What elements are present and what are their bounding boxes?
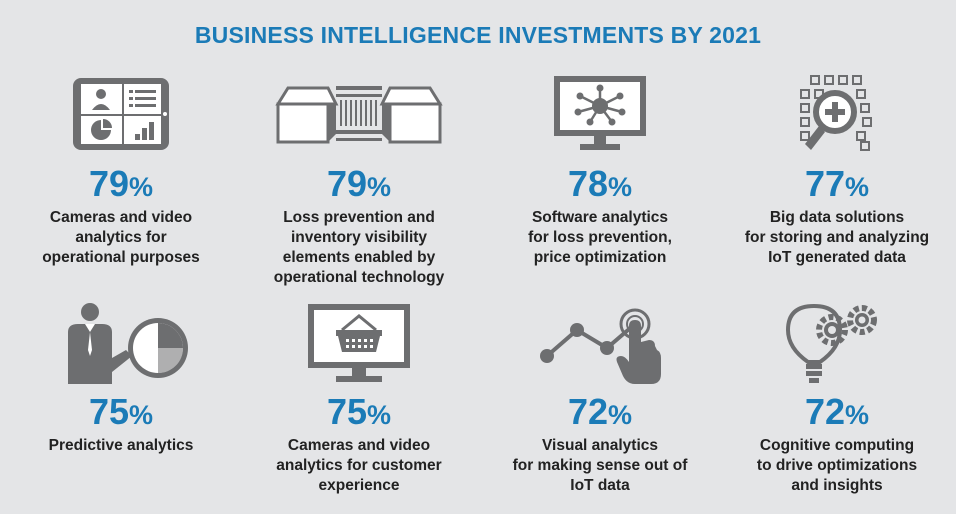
- stat-description: Predictive analytics: [48, 437, 194, 454]
- stat-percentage: 78%: [567, 163, 633, 204]
- stat-percentage: 79%: [326, 163, 392, 204]
- stat-percentage: 72%: [804, 391, 870, 432]
- video-monitoring-tablet-icon: [6, 74, 236, 164]
- stat-percentage: 79%: [88, 163, 154, 204]
- stat-description: Cameras and video analytics for operatio…: [42, 209, 200, 266]
- stat-description: Software analytics for loss prevention, …: [528, 209, 672, 266]
- page-title: BUSINESS INTELLIGENCE INVESTMENTS BY 202…: [194, 22, 762, 48]
- stat-percentage: 72%: [567, 391, 633, 432]
- stat-percentage: 75%: [326, 391, 392, 432]
- stat-description: Cognitive computing to drive optimizatio…: [756, 437, 918, 494]
- stat-percentage: 77%: [804, 163, 870, 204]
- conveyor-boxes-icon: [244, 74, 474, 164]
- stat-description: Big data solutions for storing and analy…: [744, 209, 930, 266]
- stat-description: Visual analytics for making sense out of…: [512, 437, 688, 494]
- businessman-pie-chart-icon: [6, 302, 236, 392]
- lightbulb-gears-icon: [722, 302, 952, 392]
- stat-percentage: 75%: [88, 391, 154, 432]
- touch-line-graph-icon: [485, 302, 715, 392]
- shopping-basket-monitor-icon: [244, 302, 474, 392]
- stat-description: Loss prevention and inventory visibility…: [273, 209, 445, 286]
- stat-description: Cameras and video analytics for customer…: [276, 437, 442, 494]
- big-data-magnifier-icon: [722, 74, 952, 164]
- network-monitor-icon: [485, 74, 715, 164]
